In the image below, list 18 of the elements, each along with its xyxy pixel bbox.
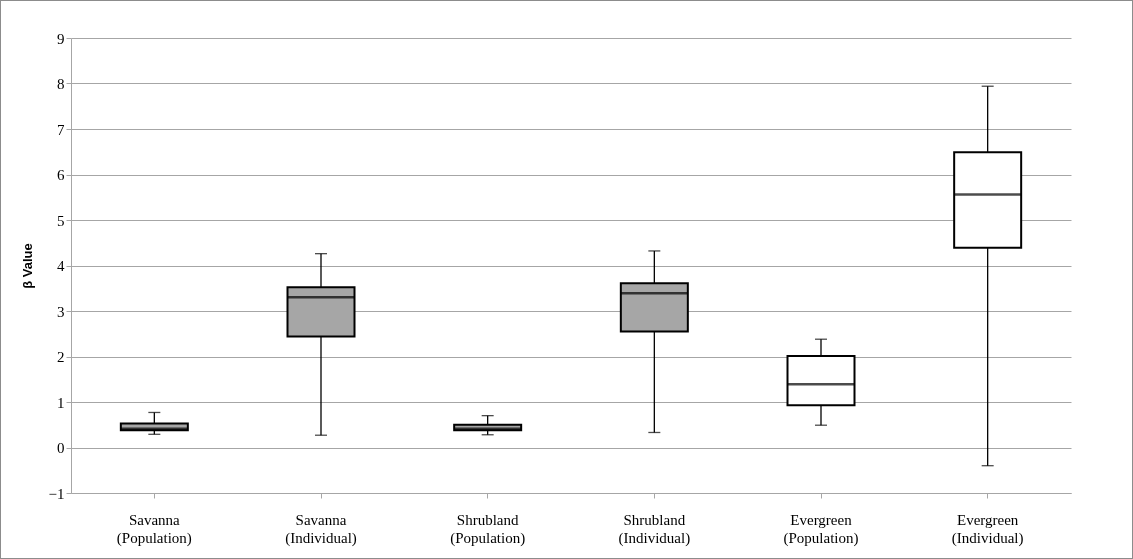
- y-tick-label: 1: [57, 394, 65, 411]
- x-tick-label: Shrubland (Population): [450, 511, 526, 547]
- y-tick-label: 2: [57, 349, 65, 365]
- y-tick-label: 0: [57, 440, 65, 456]
- y-tick-label: 3: [57, 303, 65, 320]
- x-tick-label: Shrubland (Individual): [618, 511, 691, 547]
- y-tick-label: 4: [57, 258, 65, 274]
- x-tick-label: Evergreen (Population): [783, 511, 859, 547]
- y-tick-label: 9: [57, 30, 65, 47]
- y-tick-label: 8: [57, 76, 65, 92]
- x-tick-label: Savanna (Individual): [285, 511, 357, 547]
- y-tick-label: 5: [57, 212, 65, 229]
- y-tick-label: −1: [48, 485, 65, 502]
- x-tick-label: Savanna (Population): [116, 511, 192, 547]
- y-tick-label: 7: [57, 121, 65, 138]
- y-tick-label: 6: [57, 167, 65, 183]
- x-tick-label: Evergreen (Individual): [951, 511, 1024, 547]
- y-axis-title: β Value: [19, 243, 35, 289]
